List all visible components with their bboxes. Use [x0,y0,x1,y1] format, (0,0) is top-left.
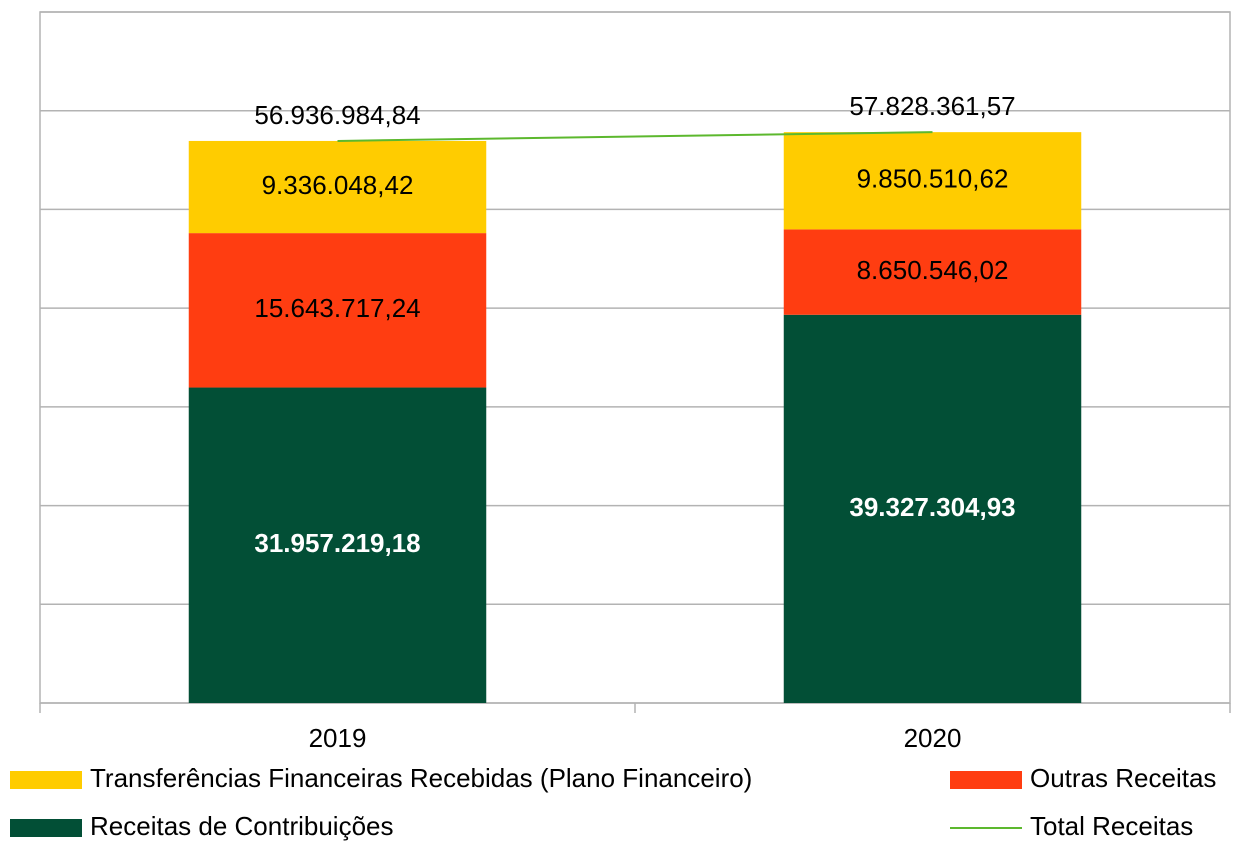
legend-label: Receitas de Contribuições [90,811,394,841]
x-tick-label: 2020 [904,723,962,753]
legend-label: Outras Receitas [1030,763,1216,793]
data-label: 8.650.546,02 [857,255,1009,285]
data-label: 39.327.304,93 [849,492,1015,522]
legend-label: Transferências Financeiras Recebidas (Pl… [90,763,752,793]
bar-segment [783,229,1082,315]
bar-segment [188,140,487,234]
bar-segment [188,387,487,703]
legend-swatch [10,771,82,789]
data-label: 9.336.048,42 [262,170,414,200]
bar-segment [783,314,1082,703]
total-label: 57.828.361,57 [849,91,1015,121]
data-label: 9.850.510,62 [857,164,1009,194]
bar-segment [188,233,487,388]
legend-swatch [10,819,82,837]
total-line [337,131,933,142]
legend-label: Total Receitas [1030,811,1193,841]
data-label: 31.957.219,18 [254,528,420,558]
legend-swatch [950,771,1022,789]
x-tick-label: 2019 [309,723,367,753]
bar-segment [783,132,1082,230]
total-label: 56.936.984,84 [254,100,420,130]
data-label: 15.643.717,24 [254,293,420,323]
